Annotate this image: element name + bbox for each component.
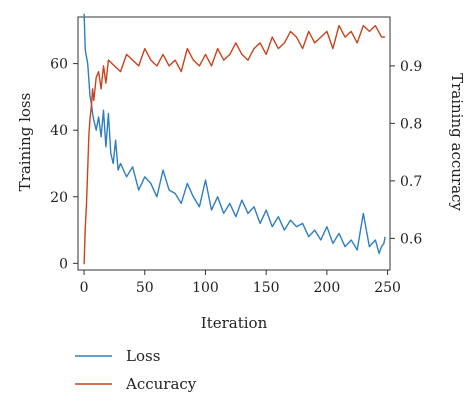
x-tick-label: 150 <box>253 280 280 296</box>
y-left-tick-label: 20 <box>50 190 68 206</box>
y-left-tick-label: 40 <box>50 123 68 139</box>
series-line-loss <box>83 13 386 255</box>
x-tick-label: 250 <box>374 280 401 296</box>
series-line-accuracy <box>83 24 386 265</box>
y-left-tick-label: 0 <box>59 256 68 272</box>
x-tick-label: 0 <box>80 280 89 296</box>
legend-label-loss: Loss <box>126 347 160 365</box>
x-tick-label: 50 <box>136 280 154 296</box>
x-tick-label: 100 <box>192 280 219 296</box>
y-right-axis-title: Training accuracy <box>448 73 466 211</box>
x-axis-title: Iteration <box>201 314 268 332</box>
y-right-tick-label: 0.8 <box>400 116 422 132</box>
plot-frame <box>77 16 391 271</box>
legend: Loss Accuracy <box>75 347 197 393</box>
plot-border <box>77 16 391 271</box>
series-layer <box>83 13 386 265</box>
y-left-tick-label: 60 <box>50 57 68 73</box>
ticks-layer: 0 50 100 150 200 250 0 20 40 60 0.6 0.7 0.8 0.9 <box>50 57 422 296</box>
legend-label-accuracy: Accuracy <box>125 375 197 393</box>
y-right-tick-label: 0.6 <box>400 231 422 247</box>
y-right-tick-label: 0.9 <box>400 59 422 75</box>
y-right-tick-label: 0.7 <box>400 174 422 190</box>
y-left-axis-title: Training loss <box>16 93 34 192</box>
x-tick-label: 200 <box>314 280 341 296</box>
